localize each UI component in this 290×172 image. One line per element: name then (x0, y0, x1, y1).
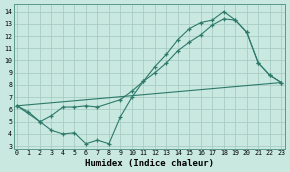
X-axis label: Humidex (Indice chaleur): Humidex (Indice chaleur) (85, 159, 214, 168)
